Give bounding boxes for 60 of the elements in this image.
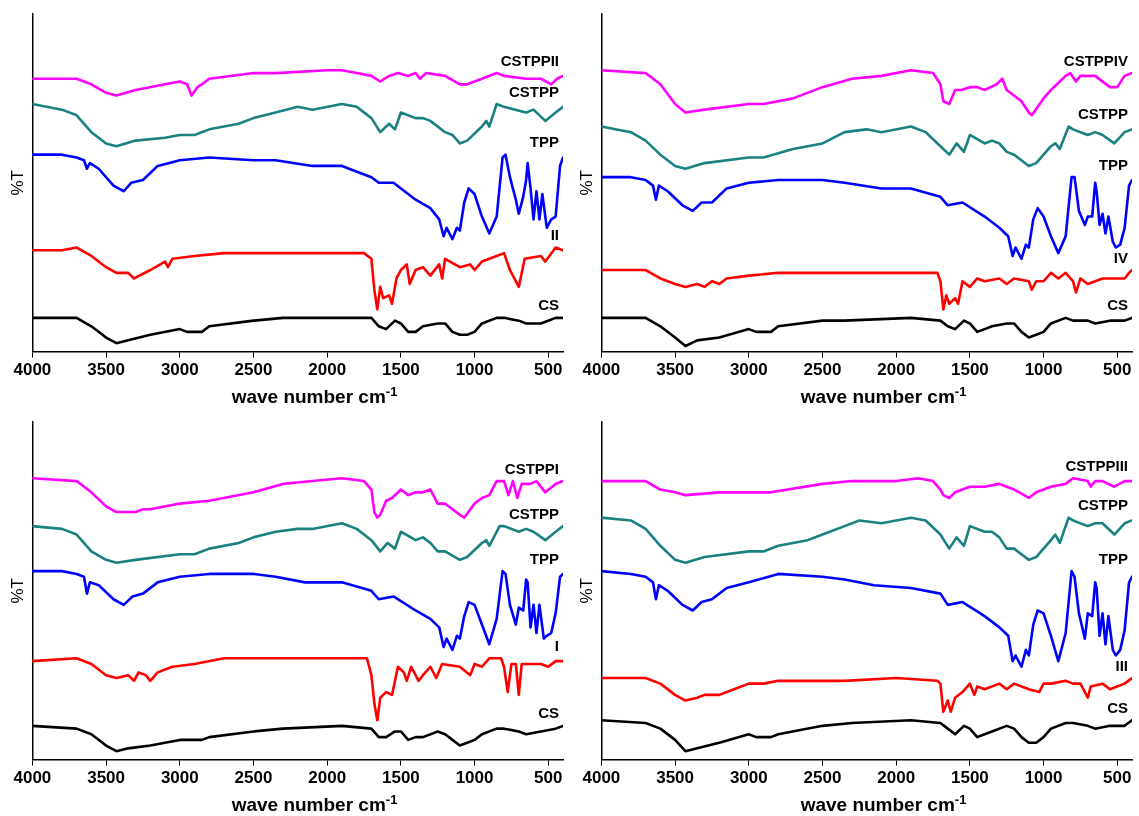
x-tick-label: 1500 bbox=[950, 360, 989, 380]
x-tick-label: 1000 bbox=[455, 360, 494, 380]
x-tick-label: 2000 bbox=[877, 360, 916, 380]
x-axis-title: wave number cm$^{-1}$ bbox=[230, 791, 399, 816]
series-label: CS bbox=[1107, 296, 1128, 314]
x-tick-label: 1000 bbox=[1024, 768, 1063, 788]
x-tick-label: 1000 bbox=[455, 768, 494, 788]
series-label: CSTPPI bbox=[504, 459, 559, 477]
x-tick-label: 3000 bbox=[729, 768, 768, 788]
x-tick-label: 2500 bbox=[234, 360, 273, 380]
series-label: CS bbox=[538, 296, 559, 314]
series-label: IV bbox=[1113, 248, 1128, 266]
x-tick-label: 3000 bbox=[729, 360, 768, 380]
x-tick-label: 3500 bbox=[656, 360, 695, 380]
x-tick-label: 4000 bbox=[13, 768, 52, 788]
x-tick-label: 500 bbox=[1103, 360, 1132, 380]
series-label: CSTPP bbox=[1077, 105, 1128, 123]
series-label: CSTPP bbox=[1077, 496, 1128, 514]
x-tick-label: 2500 bbox=[803, 768, 842, 788]
x-tick-label: 3000 bbox=[160, 360, 199, 380]
x-axis-title: wave number cm$^{-1}$ bbox=[799, 791, 968, 816]
x-tick-label: 1500 bbox=[381, 360, 420, 380]
series-label: CSTPP bbox=[508, 504, 559, 522]
x-tick-label: 2000 bbox=[877, 768, 916, 788]
y-axis-title: %T bbox=[7, 578, 27, 604]
x-tick-label: 4000 bbox=[13, 360, 52, 380]
series-label: TPP bbox=[529, 133, 559, 151]
x-tick-label: 1000 bbox=[1024, 360, 1063, 380]
series-label: TPP bbox=[529, 549, 559, 567]
series-label: TPP bbox=[1098, 155, 1128, 173]
series-label: III bbox=[1115, 656, 1128, 674]
series-label: I bbox=[554, 636, 559, 654]
y-axis-title: %T bbox=[576, 170, 596, 196]
series-label: II bbox=[550, 226, 559, 244]
x-tick-label: 500 bbox=[534, 768, 563, 788]
y-axis-title: %T bbox=[576, 578, 596, 604]
x-tick-label: 1500 bbox=[950, 768, 989, 788]
series-label: CSTPPII bbox=[500, 51, 559, 69]
x-tick-label: 500 bbox=[1103, 768, 1132, 788]
series-label: CSTPPIV bbox=[1063, 51, 1128, 69]
x-tick-label: 500 bbox=[534, 360, 563, 380]
x-axis-title: wave number cm$^{-1}$ bbox=[230, 383, 399, 409]
x-tick-label: 2500 bbox=[234, 768, 273, 788]
x-tick-label: 3500 bbox=[87, 768, 126, 788]
series-label: CS bbox=[538, 704, 559, 722]
x-tick-label: 1500 bbox=[381, 768, 420, 788]
series-label: CSTPPIII bbox=[1065, 456, 1128, 474]
x-tick-label: 4000 bbox=[582, 768, 621, 788]
x-tick-label: 3500 bbox=[87, 360, 126, 380]
series-label: CSTPP bbox=[508, 82, 559, 100]
y-axis-title: %T bbox=[7, 170, 27, 196]
series-label: TPP bbox=[1098, 549, 1128, 567]
x-tick-label: 2000 bbox=[308, 360, 347, 380]
x-tick-label: 2000 bbox=[308, 768, 347, 788]
x-tick-label: 4000 bbox=[582, 360, 621, 380]
x-tick-label: 2500 bbox=[803, 360, 842, 380]
x-tick-label: 3000 bbox=[160, 768, 199, 788]
x-tick-label: 3500 bbox=[656, 768, 695, 788]
series-label: CS bbox=[1107, 698, 1128, 716]
x-axis-title: wave number cm$^{-1}$ bbox=[799, 383, 968, 409]
